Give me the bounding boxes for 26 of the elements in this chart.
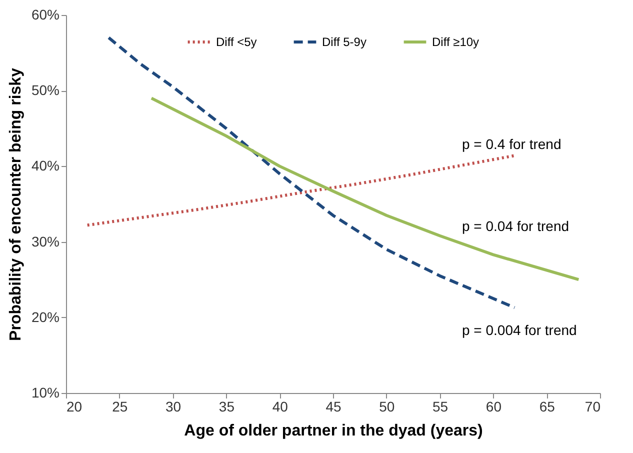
legend-label: Diff ≥10y (432, 35, 480, 49)
x-tick-label: 30 (166, 398, 182, 414)
y-tick-label: 30% (31, 233, 60, 250)
x-tick-label: 45 (326, 398, 342, 414)
legend-label: Diff 5-9y (322, 35, 366, 49)
x-tick-label: 25 (112, 398, 128, 414)
x-tick-label: 20 (66, 398, 82, 414)
line-series (150, 96, 580, 282)
x-tick-label: 55 (432, 398, 448, 414)
x-axis-title: Age of older partner in the dyad (years) (184, 422, 483, 440)
x-tick-label: 35 (218, 398, 235, 414)
y-tick-label: 40% (31, 158, 60, 174)
y-tick-label: 50% (31, 82, 60, 98)
x-tick-label: 50 (379, 398, 395, 414)
y-tick-label: 10% (31, 384, 60, 400)
x-tick-label: 40 (272, 398, 288, 414)
annotation: p = 0.04 for trend (462, 218, 570, 234)
y-tick-label: 20% (31, 308, 60, 325)
x-tick-label: 70 (584, 398, 601, 414)
y-tick-label: 60% (31, 6, 60, 22)
x-tick-label: 65 (539, 398, 556, 414)
y-axis-title: Probability of encounter being risky (7, 68, 24, 341)
legend-label: Diff <5y (216, 35, 257, 49)
annotation: p = 0.4 for trend (462, 136, 562, 152)
x-tick-label: 60 (486, 398, 502, 414)
annotation: p = 0.004 for trend (462, 322, 577, 338)
